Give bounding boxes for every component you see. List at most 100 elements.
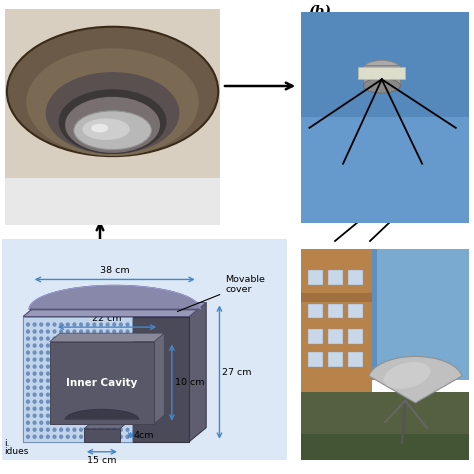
Circle shape	[39, 365, 43, 369]
Circle shape	[73, 420, 76, 425]
Circle shape	[66, 378, 70, 383]
Circle shape	[79, 350, 83, 355]
Circle shape	[53, 322, 56, 327]
Text: 27 cm: 27 cm	[222, 368, 252, 377]
Ellipse shape	[7, 27, 218, 156]
Bar	[348, 270, 363, 285]
Bar	[23, 317, 189, 442]
Bar	[23, 317, 132, 442]
Circle shape	[79, 407, 83, 411]
Circle shape	[119, 365, 123, 369]
Circle shape	[53, 378, 56, 383]
Circle shape	[59, 378, 63, 383]
Bar	[328, 270, 343, 285]
Circle shape	[66, 407, 70, 411]
Circle shape	[26, 400, 30, 404]
Circle shape	[39, 435, 43, 439]
Circle shape	[73, 378, 76, 383]
Circle shape	[26, 392, 30, 397]
Circle shape	[99, 407, 103, 411]
Circle shape	[126, 357, 129, 362]
Circle shape	[126, 428, 129, 432]
Circle shape	[39, 413, 43, 418]
Circle shape	[59, 413, 63, 418]
Circle shape	[106, 407, 109, 411]
Circle shape	[106, 329, 109, 334]
Circle shape	[26, 329, 30, 334]
Polygon shape	[154, 333, 164, 424]
Circle shape	[46, 372, 50, 376]
Circle shape	[106, 392, 109, 397]
Circle shape	[66, 435, 70, 439]
Circle shape	[53, 385, 56, 390]
Circle shape	[92, 365, 96, 369]
Ellipse shape	[65, 97, 160, 153]
Text: idues: idues	[4, 447, 28, 456]
Ellipse shape	[363, 78, 400, 93]
Polygon shape	[369, 356, 462, 403]
Circle shape	[33, 372, 36, 376]
Circle shape	[106, 413, 109, 418]
Circle shape	[73, 337, 76, 341]
Circle shape	[126, 413, 129, 418]
Bar	[301, 293, 372, 301]
Ellipse shape	[91, 124, 108, 132]
Circle shape	[53, 435, 56, 439]
Circle shape	[92, 413, 96, 418]
Circle shape	[66, 322, 70, 327]
Circle shape	[59, 400, 63, 404]
Circle shape	[119, 392, 123, 397]
Circle shape	[79, 343, 83, 348]
Circle shape	[66, 413, 70, 418]
Circle shape	[46, 343, 50, 348]
Circle shape	[66, 357, 70, 362]
Circle shape	[86, 372, 90, 376]
Polygon shape	[189, 302, 206, 442]
Circle shape	[92, 385, 96, 390]
Circle shape	[86, 329, 90, 334]
Circle shape	[86, 378, 90, 383]
Circle shape	[92, 420, 96, 425]
Circle shape	[112, 385, 116, 390]
Bar	[308, 352, 323, 367]
Circle shape	[53, 343, 56, 348]
Circle shape	[26, 378, 30, 383]
Circle shape	[99, 322, 103, 327]
Circle shape	[112, 378, 116, 383]
Circle shape	[59, 385, 63, 390]
Circle shape	[99, 420, 103, 425]
Circle shape	[26, 407, 30, 411]
Circle shape	[79, 420, 83, 425]
Circle shape	[99, 413, 103, 418]
Circle shape	[119, 420, 123, 425]
Circle shape	[26, 372, 30, 376]
Circle shape	[79, 357, 83, 362]
Circle shape	[86, 407, 90, 411]
Text: Movable
cover: Movable cover	[177, 275, 265, 311]
Circle shape	[33, 392, 36, 397]
Circle shape	[73, 385, 76, 390]
Bar	[308, 270, 323, 285]
Circle shape	[99, 400, 103, 404]
Circle shape	[79, 435, 83, 439]
Circle shape	[99, 428, 103, 432]
Circle shape	[53, 407, 56, 411]
Text: 38 cm: 38 cm	[100, 266, 129, 275]
Circle shape	[79, 385, 83, 390]
Circle shape	[46, 350, 50, 355]
Circle shape	[86, 365, 90, 369]
Circle shape	[126, 400, 129, 404]
Circle shape	[66, 372, 70, 376]
Circle shape	[33, 343, 36, 348]
Circle shape	[86, 400, 90, 404]
Circle shape	[99, 343, 103, 348]
Circle shape	[126, 337, 129, 341]
Circle shape	[66, 365, 70, 369]
Circle shape	[106, 378, 109, 383]
Text: (b): (b)	[309, 5, 331, 19]
Bar	[328, 352, 343, 367]
Circle shape	[79, 392, 83, 397]
Circle shape	[119, 435, 123, 439]
Circle shape	[119, 343, 123, 348]
Circle shape	[79, 413, 83, 418]
